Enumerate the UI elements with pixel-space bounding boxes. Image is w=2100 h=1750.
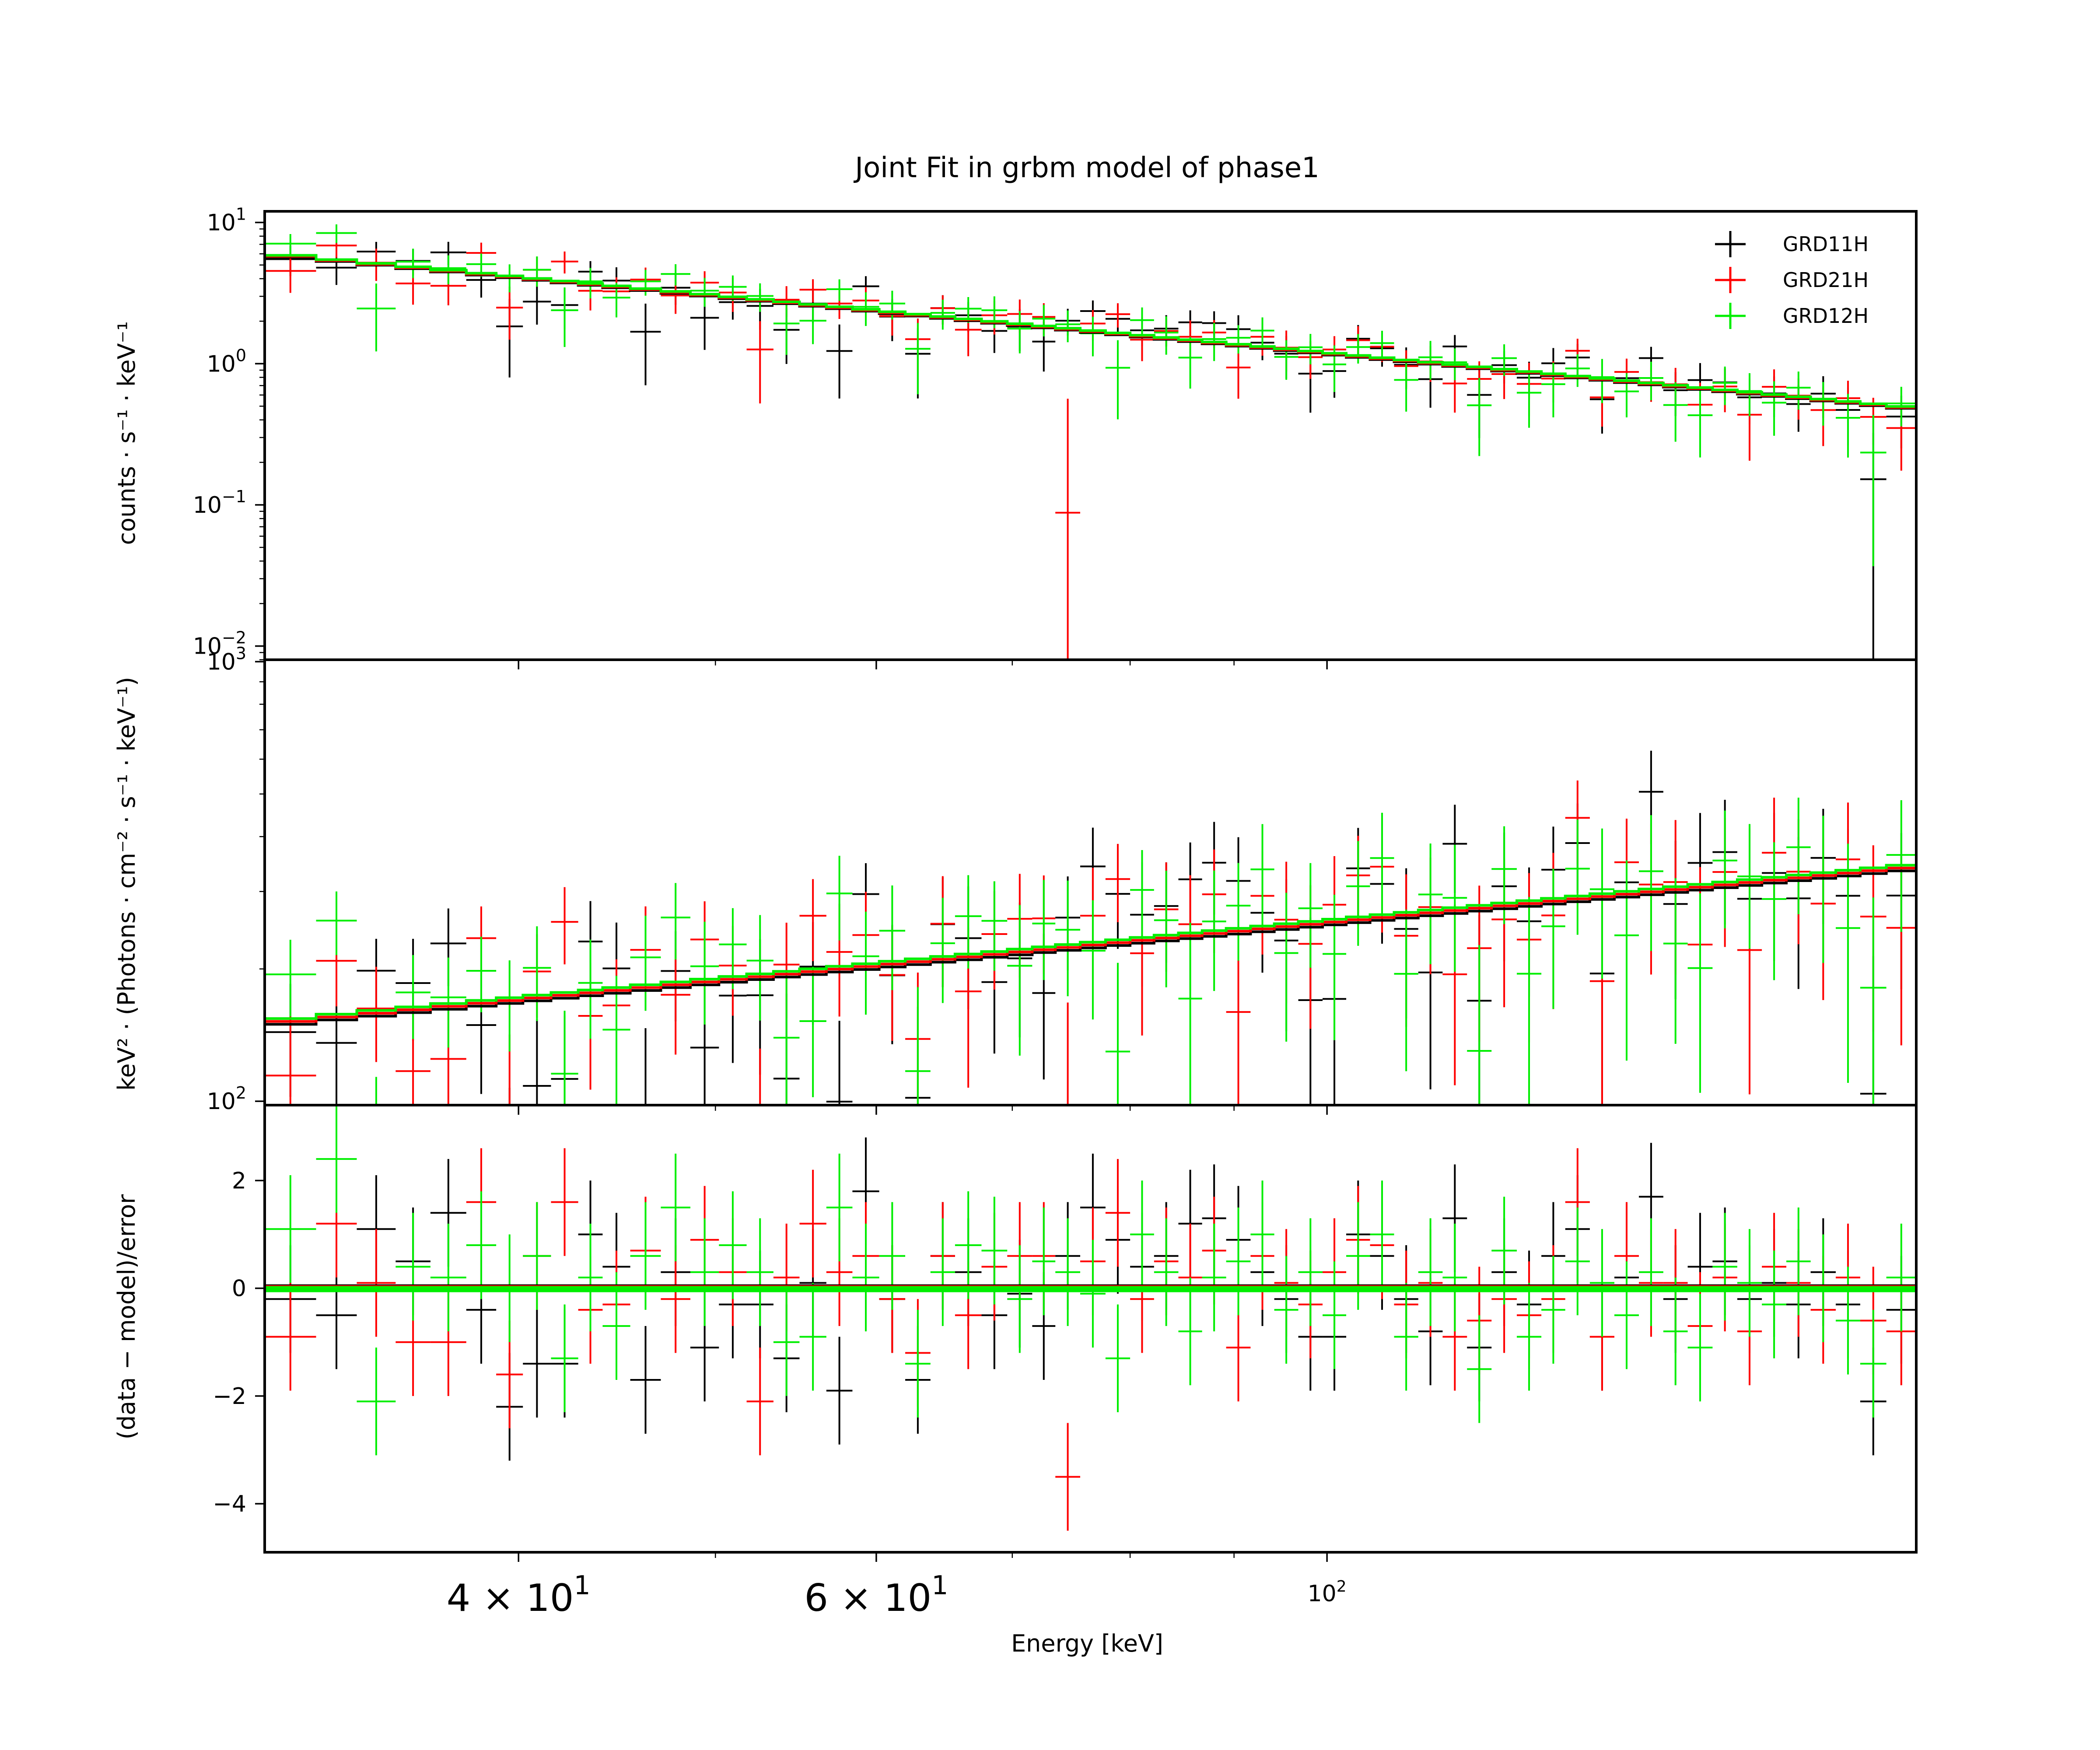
unfolded-y-tick-label: 102: [207, 1083, 246, 1115]
legend-label-grd12h: GRD12H: [1783, 304, 1869, 328]
counts-y-tick-label: 10−1: [193, 487, 246, 518]
unfolded-model-grd12h: [265, 864, 1916, 1020]
counts-panel: 101 100 10−1 10−2: [193, 205, 1918, 669]
unfolded-model-grd21h: [265, 867, 1916, 1023]
legend-label-grd21h: GRD21H: [1783, 268, 1869, 292]
counts-plot-area: [265, 224, 1916, 660]
residuals-y-tick-label: −4: [213, 1491, 246, 1517]
counts-y-tick-label: 100: [207, 346, 246, 377]
x-axis-label: Energy [keV]: [1011, 1630, 1163, 1657]
unfolded-y-axis-label: keV² · (Photons · cm⁻² · s⁻¹ · keV⁻¹): [113, 677, 140, 1091]
residuals-y-tick-label: 2: [232, 1168, 246, 1194]
unfolded-model-grd11h: [265, 869, 1916, 1026]
x-tick-label: 4 × 101: [447, 1570, 591, 1620]
unfolded-plot-area: [265, 750, 1916, 1105]
legend-entry-grd12h: GRD12H: [1715, 303, 1869, 329]
residuals-panel: 2 0 −2 −4: [213, 1104, 1918, 1562]
residuals-plot-area: [265, 1105, 1916, 1531]
chart-title: Joint Fit in grbm model of phase1: [853, 152, 1320, 184]
legend-label-grd11h: GRD11H: [1783, 232, 1869, 256]
residuals-y-tick-label: 0: [232, 1276, 246, 1302]
legend-entry-grd21h: GRD21H: [1715, 267, 1869, 293]
x-tick-label: 6 × 101: [804, 1570, 948, 1620]
residuals-frame: [263, 1104, 1918, 1554]
legend-entry-grd11h: GRD11H: [1715, 231, 1869, 257]
legend: GRD11H GRD21H GRD12H: [1715, 231, 1869, 329]
x-tick-label: 102: [1308, 1578, 1347, 1607]
counts-y-tick-label: 10−2: [193, 628, 246, 660]
counts-y-axis-label: counts · s⁻¹ · keV⁻¹: [113, 321, 140, 545]
unfolded-y-tick-label: 103: [207, 644, 246, 675]
x-tick-labels: 4 × 101 6 × 101 102: [447, 1570, 1347, 1620]
counts-y-tick-label: 101: [207, 205, 246, 236]
counts-model-grd12h: [265, 254, 1916, 408]
residuals-y-tick-label: −2: [213, 1383, 246, 1410]
residuals-y-axis-label: (data − model)/error: [113, 1194, 140, 1439]
